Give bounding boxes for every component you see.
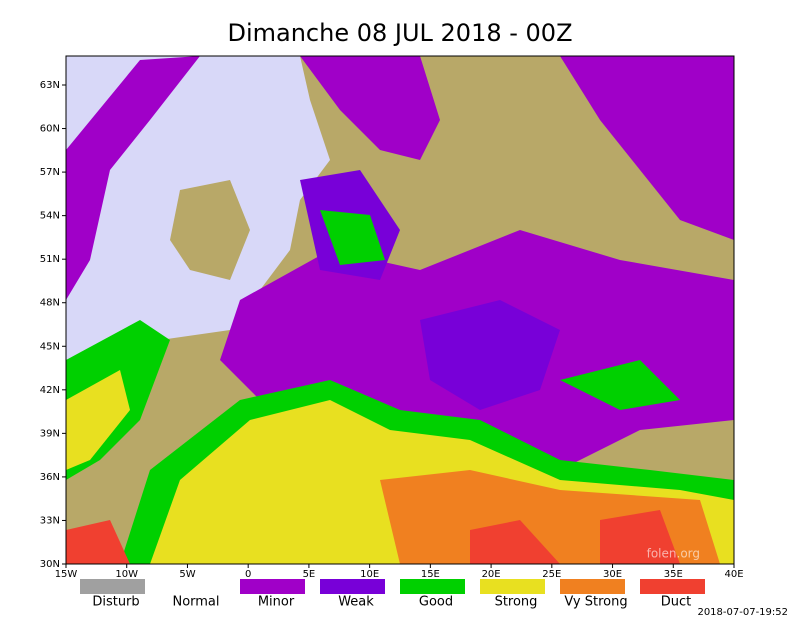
lat-label: 39N [40,428,60,439]
lon-label: 35E [664,569,683,580]
lon-label: 10E [360,569,379,580]
lat-label: 60N [40,124,60,135]
lat-label: 51N [40,254,60,265]
lon-label: 30E [603,569,622,580]
legend-swatch [400,579,465,594]
title: Dimanche 08 JUL 2018 - 00Z [227,19,572,47]
lat-label: 57N [40,167,60,178]
lat-label: 36N [40,472,60,483]
lon-label: 20E [482,569,501,580]
lon-labels: 15W 10W 5W 0 5E 10E 15E 20E 25E 30E 35E 40E [55,564,744,580]
lon-label: 0 [245,569,251,580]
watermark: folen.org [647,547,700,561]
legend: Disturb Normal Minor Weak Good Strong Vy Stron… [80,579,705,610]
legend-swatch [640,579,705,594]
legend-swatch [480,579,545,594]
lat-label: 48N [40,298,60,309]
lon-label: 5W [179,569,195,580]
lon-label: 5E [303,569,316,580]
legend-label: Duct [661,595,692,610]
lat-label: 42N [40,385,60,396]
legend-swatch [320,579,385,594]
legend-swatch [80,579,145,594]
legend-label: Good [419,595,453,610]
lon-label: 40E [724,569,743,580]
legend-label: Strong [495,595,538,610]
lon-label: 15W [55,569,78,580]
legend-label: Normal [172,595,219,610]
legend-label: Vy Strong [564,595,627,610]
lat-label: 63N [40,80,60,91]
timestamp: 2018-07-07-19:52 [697,607,788,618]
legend-label: Disturb [92,595,139,610]
legend-swatch [160,579,225,594]
lon-label: 10W [115,569,138,580]
lat-label: 54N [40,211,60,222]
lon-label: 25E [542,569,561,580]
map: folen.org [65,55,735,565]
lat-label: 45N [40,341,60,352]
legend-label: Weak [338,595,374,610]
lat-label: 33N [40,515,60,526]
lon-label: 15E [421,569,440,580]
lat-label: 30N [40,559,60,570]
legend-label: Minor [258,595,295,610]
lat-labels: 63N 60N 57N 54N 51N 48N 45N 42N 39N 36N 33N 30N [40,80,66,570]
legend-swatch [240,579,305,594]
legend-swatch [560,579,625,594]
